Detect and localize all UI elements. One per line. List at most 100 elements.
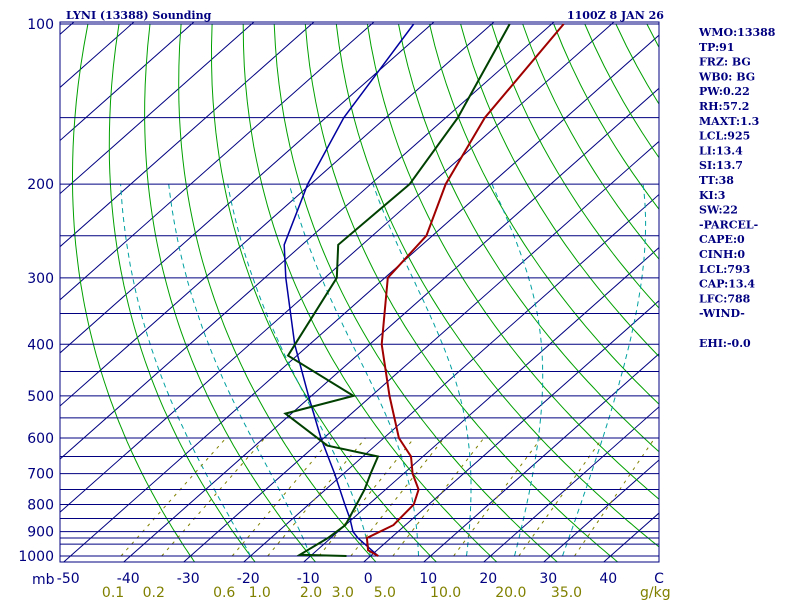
temperature-tick-label: -30	[177, 571, 200, 587]
isotherm-line	[60, 22, 375, 301]
mixing-ratio-label: 3.0	[332, 585, 354, 600]
isotherm-line	[60, 22, 195, 142]
index-line: TP:91	[699, 41, 734, 54]
isotherm-line	[60, 22, 555, 460]
mixing-ratio-line	[453, 437, 542, 557]
temperature-tick-label: 40	[599, 571, 617, 587]
pressure-unit-label: mb	[32, 572, 55, 588]
mixing-ratio-label: 0.6	[213, 585, 235, 600]
isotherm-line	[60, 22, 255, 195]
isotherm-line	[62, 34, 659, 562]
isotherm-line	[60, 22, 315, 248]
index-line: CAPE:0	[699, 233, 745, 246]
sounding-profiles	[283, 23, 565, 557]
index-line: LFC:788	[699, 292, 751, 305]
mixing-ratio-line	[518, 437, 603, 557]
temperature-tick-label: -20	[237, 571, 260, 587]
mixing-ratio-label: 20.0	[495, 585, 526, 600]
isotherm-line	[60, 22, 135, 89]
grid-lines	[0, 12, 659, 567]
isotherm-line	[0, 12, 25, 567]
dry-adiabat-line	[398, 23, 659, 453]
dry-adiabat-line	[366, 23, 659, 500]
dry-adiabat-line	[460, 23, 659, 358]
index-line: EHI:-0.0	[699, 337, 751, 350]
dry-adiabat-line	[304, 23, 619, 562]
pressure-tick-label: 100	[27, 17, 54, 33]
isotherm-line	[60, 22, 495, 407]
temperature-tick-label: 20	[479, 571, 497, 587]
index-line: SI:13.7	[699, 159, 743, 172]
isotherm-line	[182, 140, 659, 562]
mixing-ratio-label: 2.0	[300, 585, 322, 600]
pressure-tick-label: 300	[27, 271, 54, 287]
temperature-tick-label: -10	[297, 571, 320, 587]
index-line: SW:22	[699, 204, 738, 217]
dry-adiabat-line	[335, 23, 659, 548]
isobar-lines	[60, 23, 659, 557]
index-line: RH:57.2	[699, 100, 749, 113]
index-line: LCL:793	[699, 263, 750, 276]
sounding-time: 1100Z 8 JAN 26	[567, 9, 664, 22]
temperature-tick-label: 30	[539, 571, 557, 587]
dry-adiabat-line	[522, 23, 659, 260]
pressure-tick-label: 900	[27, 525, 54, 541]
index-line: -PARCEL-	[699, 218, 758, 231]
dry-adiabat-line	[178, 23, 377, 562]
index-line: CINH:0	[699, 248, 745, 261]
mixing-ratio-line	[392, 437, 485, 557]
isotherm-line	[542, 459, 659, 562]
pressure-tick-label: 1000	[18, 549, 54, 565]
station-title: LYNI (13388) Sounding	[66, 9, 212, 22]
temperature-trace	[365, 23, 565, 557]
mixing-ratio-labels: 0.1 0.2 0.6 1.0 2.0 3.0 5.0 10.0 20.0 35.0	[102, 585, 582, 600]
isotherm-line	[242, 193, 659, 562]
temperature-tick-label: C	[654, 571, 664, 587]
dry-adiabat-line	[144, 23, 317, 562]
pressure-tick-label: 400	[27, 337, 54, 353]
temperature-tick-label: 0	[364, 571, 373, 587]
dry-adiabat-line	[108, 23, 256, 562]
parcel-trace	[283, 23, 415, 557]
index-line: TT:38	[699, 174, 734, 187]
moist-adiabat-line	[562, 184, 647, 557]
temperature-tick-label: -40	[117, 571, 140, 587]
isotherm-line	[482, 406, 659, 562]
mixing-ratio-label: 0.2	[143, 585, 165, 600]
mixing-ratio-label: 5.0	[374, 585, 396, 600]
temperature-tick-labels: -50 -40 -30 -20 -10 0 10 20 30 40 C	[57, 571, 664, 587]
index-line: FRZ: BG	[699, 56, 751, 69]
pressure-tick-label: 500	[27, 389, 54, 405]
dry-adiabat-line	[491, 23, 659, 309]
mixing-ratio-line	[120, 437, 227, 557]
dewpoint-trace	[283, 23, 511, 557]
index-line: WB0: BG	[698, 70, 755, 83]
dry-adiabat-line	[429, 23, 659, 405]
pressure-tick-label: 800	[27, 497, 54, 513]
pressure-tick-labels: 100 200 300 400 500 600 700 800 900 1000	[18, 17, 54, 565]
index-line: WMO:13388	[698, 26, 776, 39]
isotherm-line	[60, 22, 615, 513]
index-line: LI:13.4	[699, 144, 743, 157]
mixing-ratio-line	[318, 437, 415, 557]
dry-adiabat-line	[584, 23, 659, 159]
index-line: CAP:13.4	[699, 278, 755, 291]
index-line: KI:3	[699, 189, 725, 202]
index-line: LCL:925	[699, 130, 750, 143]
mixing-ratio-label: 0.1	[102, 585, 124, 600]
dry-adiabat-line	[72, 23, 196, 562]
mixing-ratio-label: 10.0	[430, 585, 461, 600]
isotherm-line	[122, 87, 659, 562]
dry-adiabat-line	[273, 23, 559, 562]
index-line: -WIND-	[699, 307, 745, 320]
index-line: PW:0.22	[699, 85, 750, 98]
isotherm-line	[60, 22, 75, 35]
mixing-ratio-line	[161, 437, 266, 557]
mixing-ratio-unit-label: g/kg	[640, 585, 671, 600]
isotherm-line	[362, 300, 659, 562]
mixing-ratio-line	[267, 437, 366, 557]
index-line: MAXT:1.3	[699, 115, 759, 128]
dry-adiabat-line	[553, 23, 659, 210]
isotherm-line	[60, 22, 435, 354]
